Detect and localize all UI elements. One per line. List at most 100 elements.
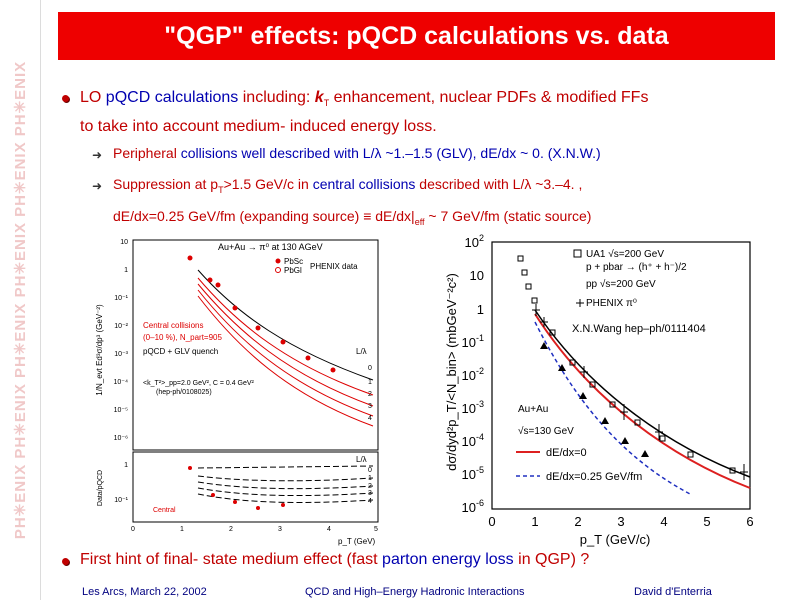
left-xtick: 2 xyxy=(229,526,233,533)
left-legend-pbsc: PbSc xyxy=(284,257,303,266)
bullet-2-text: in QGP) ? xyxy=(513,551,590,568)
curve-bottom xyxy=(197,493,374,503)
ytick-exp: -3 xyxy=(476,399,484,409)
curve-label: 3 xyxy=(368,490,372,497)
left-L-label: L/λ xyxy=(356,347,367,356)
pp-curve xyxy=(534,309,751,478)
footer-left: Les Arcs, March 22, 2002 xyxy=(82,586,207,598)
right-legend-ppbar: p + pbar → (h⁺ + h⁻)/2 xyxy=(586,262,687,273)
left-ytick: 10⁻³ xyxy=(114,351,128,358)
left-curves-bottom xyxy=(197,465,374,503)
ytick-base: 10 xyxy=(462,434,476,449)
pp-point xyxy=(580,366,588,378)
right-chart: dσ/dyd²p_T/<N_bin> (mbGeV⁻²c²) 102 10 1 … xyxy=(444,233,754,547)
right-ytick: 10-5 xyxy=(462,465,484,482)
pp-points xyxy=(532,304,748,480)
phenix-point xyxy=(540,342,548,349)
sub-bullet-2-line2: ≡ dE/dx| xyxy=(359,207,415,224)
left-xlabel: p_T (GeV) xyxy=(338,537,376,546)
curve-bottom xyxy=(197,487,374,497)
curve-label: 2 xyxy=(368,391,372,398)
right-xtick: 1 xyxy=(531,514,538,529)
ua1-point xyxy=(659,435,666,442)
left-xtick: 4 xyxy=(327,526,331,533)
kt-symbol: k xyxy=(314,89,324,106)
data-point xyxy=(207,277,213,283)
sub-bullet-1-highlight: Peripheral xyxy=(113,145,177,161)
pp-point xyxy=(540,317,548,327)
left-xtick: 0 xyxy=(131,526,135,533)
top-panel-frame xyxy=(132,239,379,451)
left-legend-system: Au+Au → π⁰ at 130 AGeV xyxy=(218,242,323,252)
ua1-point xyxy=(687,451,694,458)
sub-bullet-2-text: Suppression at p xyxy=(113,176,219,192)
annotation-box xyxy=(570,320,745,336)
curve-l3 xyxy=(197,289,374,417)
sub-bullet-2-text: described with L/λ ~3.–4. , xyxy=(415,176,583,192)
right-annotation: X.N.Wang hep–ph/0111404 xyxy=(572,323,706,335)
left-ytick-bottom: 1 xyxy=(124,462,128,469)
phenix-point xyxy=(621,437,629,444)
sub-bullet-2: Suppression at pT>1.5 GeV/c in central c… xyxy=(113,171,591,235)
sidebar-watermark: PH✳ENIX PH✳ENIX PH✳ENIX PH✳ENIX PH✳ENIX … xyxy=(0,0,41,600)
ua1-point xyxy=(609,401,616,408)
right-aa-dedx0: dE/dx=0 xyxy=(546,447,587,459)
ratio-point xyxy=(233,500,237,504)
left-ytick: 10⁻² xyxy=(114,323,128,330)
ytick-base: 10 xyxy=(462,368,476,383)
left-chart: 1/N_evt Ed³σ/dp³ (GeV⁻²) 10 1 10⁻¹ 10⁻² … xyxy=(95,239,379,546)
ytick-exp: -6 xyxy=(476,498,484,508)
data-point xyxy=(305,355,311,361)
phenix-point xyxy=(641,450,649,457)
left-ytick: 10⁻⁵ xyxy=(114,407,128,414)
curve-bottom xyxy=(197,481,374,490)
left-ylabel-top: 1/N_evt Ed³σ/dp³ (GeV⁻²) xyxy=(95,304,104,396)
ytick-base: 10 xyxy=(462,500,476,515)
ua1-points xyxy=(517,255,736,474)
bullet-1-text: LO xyxy=(80,89,106,106)
right-ytick: 10-4 xyxy=(462,432,484,449)
curve-label: 1 xyxy=(368,475,372,482)
bullet-1-line2: to take into account medium- induced ene… xyxy=(80,118,437,136)
right-ytick: 10 xyxy=(470,268,484,283)
slide-title: "QGP" effects: pQCD calculations vs. dat… xyxy=(58,12,775,60)
bullet-1-text: enhancement, nuclear PDFs & modified FFs xyxy=(329,89,649,106)
pp-point xyxy=(620,404,628,420)
ratio-point xyxy=(188,466,192,470)
ytick-exp: 2 xyxy=(479,233,484,243)
eff-subscript: eff xyxy=(414,216,425,227)
right-aa-energy: √s=130 GeV xyxy=(518,425,574,437)
pbsc-marker xyxy=(275,258,281,264)
left-params-label: <k_T²>_pp=2.0 GeV², C = 0.4 GeV² xyxy=(143,380,255,387)
kt-subscript: T xyxy=(323,98,330,109)
ua1-point xyxy=(634,419,641,426)
right-xtick: 6 xyxy=(746,514,753,529)
ytick-exp: -1 xyxy=(476,333,484,343)
arrow-icon: ➜ xyxy=(92,179,103,193)
data-point xyxy=(232,305,238,311)
bullet-2-text: First hint of final- state medium effect… xyxy=(80,551,383,568)
curve-bottom xyxy=(197,465,374,469)
ratio-point xyxy=(211,493,215,497)
sub-bullet-2-text: >1.5 GeV/c in xyxy=(223,176,313,192)
bullet-1-text: including: xyxy=(238,89,315,106)
bullet-icon xyxy=(62,558,69,565)
left-curves-top xyxy=(197,269,374,427)
phenix-point xyxy=(579,392,587,399)
left-xtick: 1 xyxy=(180,526,184,533)
ua1-marker xyxy=(573,249,582,258)
data-point xyxy=(255,325,261,331)
left-central-label: Central collisions xyxy=(143,321,203,330)
right-ytick: 10-1 xyxy=(462,333,484,350)
left-xtick: 5 xyxy=(374,526,378,533)
curve-l4 xyxy=(197,295,374,427)
footer-right: David d'Enterria xyxy=(634,586,712,598)
left-ytick: 10 xyxy=(120,239,128,246)
left-legend-pbgl: PbGl xyxy=(284,266,302,275)
left-xtick: 3 xyxy=(278,526,282,533)
left-L-label-bottom: L/λ xyxy=(356,455,367,464)
right-aa-system: Au+Au xyxy=(518,404,548,415)
left-legend-data: PHENIX data xyxy=(310,262,358,271)
bullet-1-highlight: pQCD calculations xyxy=(105,89,239,106)
ytick-exp: -4 xyxy=(476,432,484,442)
